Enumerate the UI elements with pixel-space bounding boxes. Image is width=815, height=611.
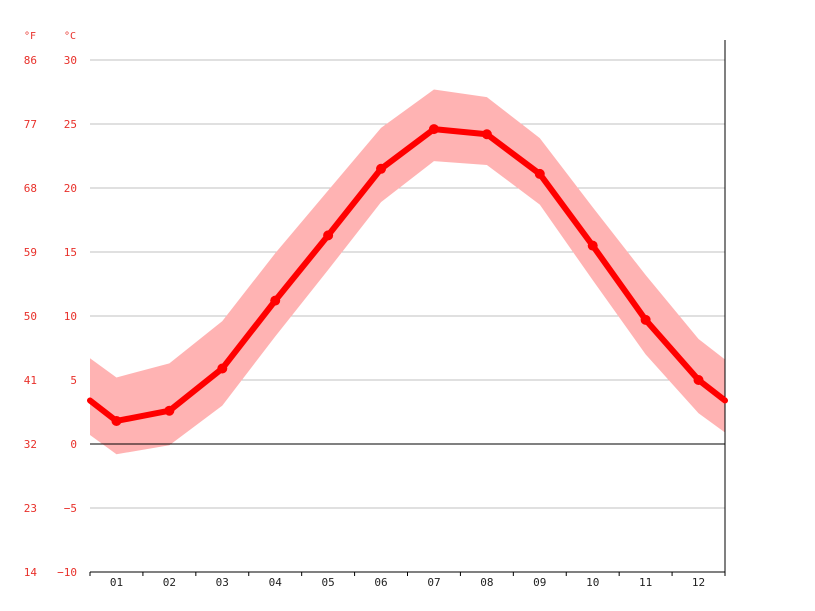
x-tick-label: 02 (163, 576, 176, 589)
y-tick-f-label: 50 (24, 310, 37, 323)
y-tick-c-label: 0 (70, 438, 77, 451)
data-point (587, 240, 598, 251)
x-tick-label: 04 (269, 576, 283, 589)
data-point (640, 314, 651, 325)
data-point (323, 230, 334, 241)
unit-f-label: °F (24, 31, 36, 42)
x-tick-label: 06 (374, 576, 387, 589)
data-points (111, 124, 704, 426)
y-tick-c-label: 15 (64, 246, 77, 259)
x-tick-label: 12 (692, 576, 705, 589)
data-point (693, 375, 704, 385)
x-tick-label: 08 (480, 576, 493, 589)
axes (89, 40, 726, 576)
y-tick-f-label: 23 (24, 502, 37, 515)
x-tick-label: 07 (427, 576, 440, 589)
data-point (534, 168, 545, 179)
y-tick-c-label: 10 (64, 310, 77, 323)
y-tick-f-label: 32 (24, 438, 37, 451)
y-tick-c-label: 25 (64, 118, 77, 131)
data-point (164, 405, 175, 416)
data-point (217, 363, 228, 374)
series-line (87, 126, 728, 424)
unit-c-label: °C (64, 31, 76, 42)
x-axis-labels: 01 02 03 04 05 06 07 08 09 10 11 12 (110, 576, 705, 589)
y-axis-labels: 86 30 77 25 68 20 59 15 50 10 41 5 32 0 23 −5 14 −10 (24, 54, 77, 579)
x-tick-label: 11 (639, 576, 652, 589)
x-tick-label: 10 (586, 576, 599, 589)
y-tick-c-label: −5 (64, 502, 77, 515)
y-tick-f-label: 86 (24, 54, 37, 67)
y-tick-c-label: 30 (64, 54, 77, 67)
y-tick-f-label: 77 (24, 118, 37, 131)
x-tick-label: 01 (110, 576, 123, 589)
y-tick-f-label: 59 (24, 246, 37, 259)
y-tick-f-label: 14 (24, 566, 38, 579)
data-point (376, 163, 387, 174)
x-tick-label: 05 (322, 576, 335, 589)
y-tick-c-label: −10 (57, 566, 77, 579)
temperature-line (87, 126, 728, 424)
y-tick-f-label: 41 (24, 374, 37, 387)
data-point (270, 295, 281, 306)
y-tick-c-label: 20 (64, 182, 77, 195)
band-area (90, 89, 725, 455)
data-point (481, 129, 492, 140)
data-point (428, 124, 439, 135)
x-tick-label: 03 (216, 576, 229, 589)
temperature-band (90, 89, 725, 455)
y-tick-c-label: 5 (70, 374, 77, 387)
data-point (111, 415, 122, 426)
y-tick-f-label: 68 (24, 182, 37, 195)
x-tick-label: 09 (533, 576, 546, 589)
